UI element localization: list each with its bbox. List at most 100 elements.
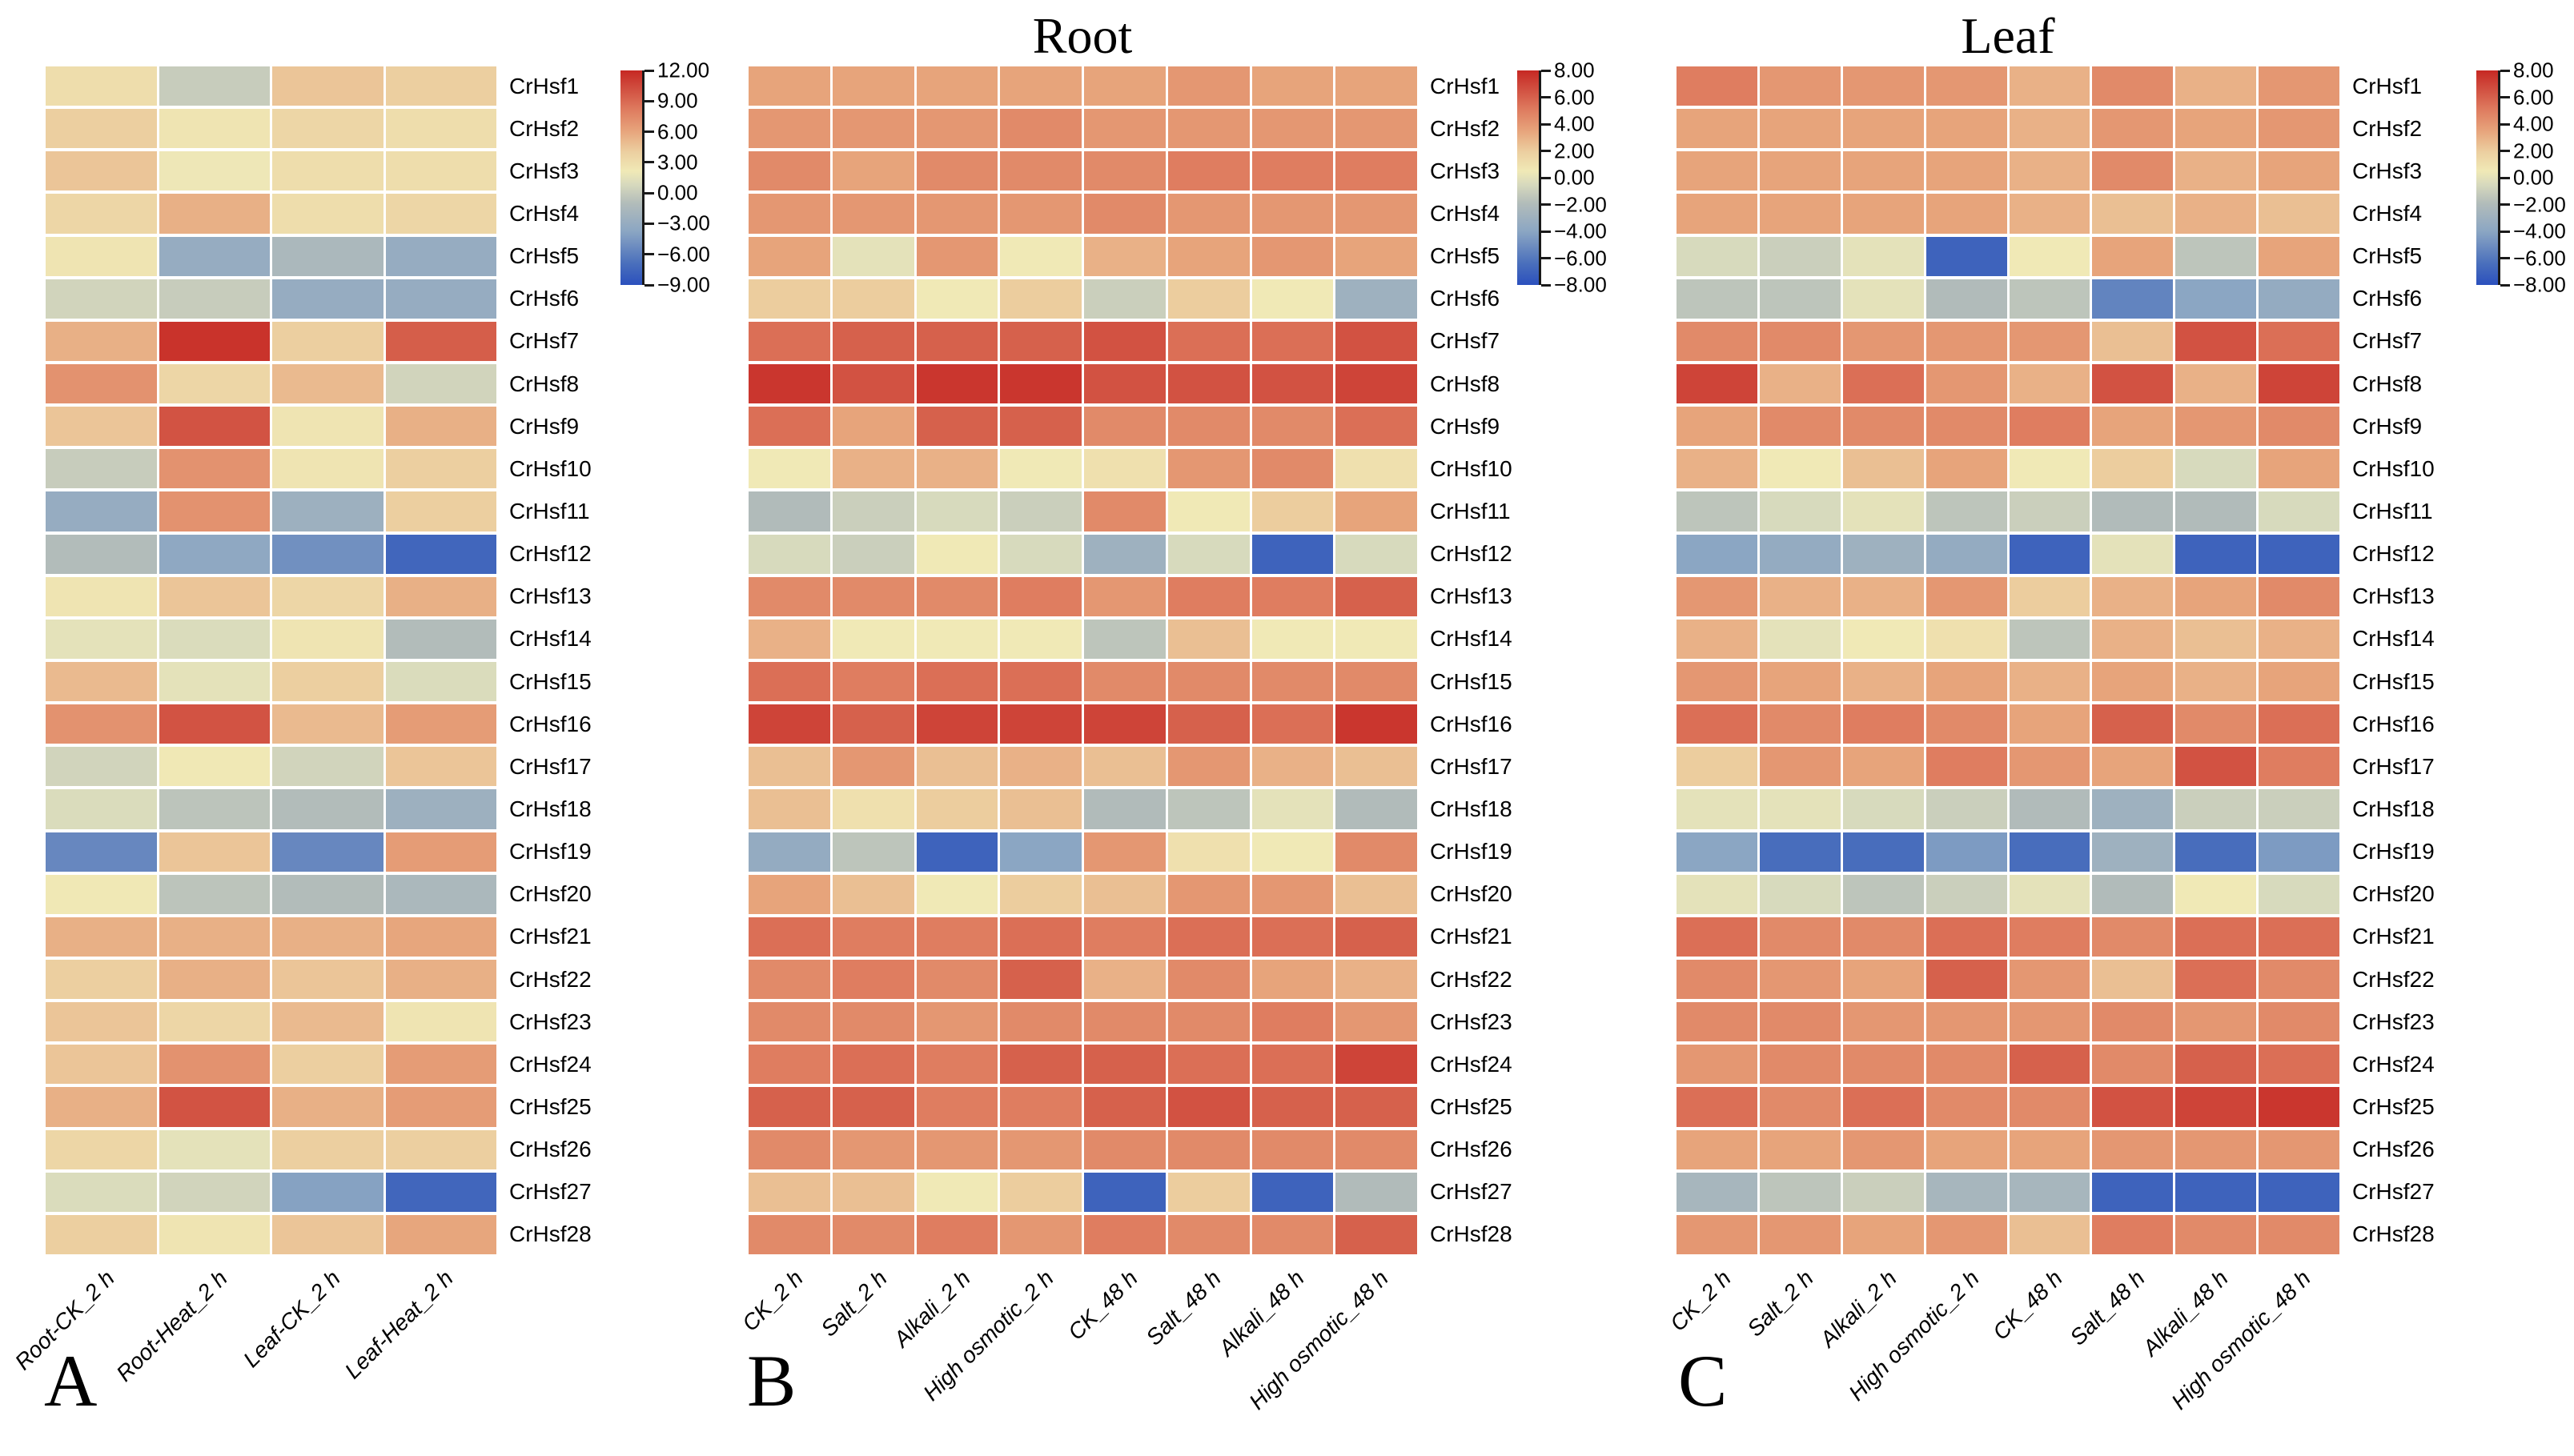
heatmap-cell <box>1677 109 1757 149</box>
heatmap-cell <box>1842 1129 1924 1169</box>
heatmap-cell <box>916 491 998 531</box>
heatmap-cell <box>272 874 383 914</box>
heatmap-cell <box>1925 491 2007 531</box>
heatmap-cell <box>1925 279 2007 319</box>
heatmap-cell <box>385 917 496 957</box>
heatmap-cell <box>2009 619 2090 659</box>
heatmap-cell <box>2175 151 2257 191</box>
heatmap-cell <box>1759 1002 1841 1042</box>
heatmap-cell <box>749 363 830 404</box>
heatmap-cell <box>832 321 914 361</box>
heatmap-cell <box>159 619 270 659</box>
heatmap-cell <box>1000 109 1082 149</box>
row-label: CrHsf25 <box>509 1093 592 1119</box>
colorbar-tick <box>2500 203 2510 206</box>
colorbar-tick <box>1541 203 1551 206</box>
heatmap-cell <box>385 789 496 829</box>
heatmap-cell <box>2092 363 2174 404</box>
heatmap-cell <box>385 407 496 447</box>
heatmap-cell <box>1759 619 1841 659</box>
heatmap-cell <box>1000 619 1082 659</box>
heatmap-cell <box>1335 363 1417 404</box>
heatmap-cell <box>2009 1087 2090 1127</box>
heatmap-cell <box>1335 576 1417 616</box>
heatmap-cell <box>916 1129 998 1169</box>
heatmap-cell <box>2259 109 2339 149</box>
heatmap-cell <box>1251 151 1334 191</box>
heatmap-cell <box>1842 151 1924 191</box>
heatmap-cell <box>1925 1129 2007 1169</box>
colorbar-tick-label: −6.00 <box>2513 246 2566 270</box>
heatmap-cell <box>1925 959 2007 1000</box>
heatmap-cell <box>1251 279 1334 319</box>
colorbar-tick <box>1541 69 1551 72</box>
colorbar-tick-label: −8.00 <box>1554 272 1607 297</box>
heatmap-cell <box>1925 449 2007 489</box>
heatmap-cell <box>1842 1214 1924 1254</box>
heatmap-cell <box>2009 874 2090 914</box>
heatmap-cell <box>46 363 157 404</box>
heatmap-cell <box>1167 279 1250 319</box>
heatmap-cell <box>1759 109 1841 149</box>
heatmap-cell <box>1759 1214 1841 1254</box>
heatmap-cell <box>1251 236 1334 276</box>
x-axis-label: Salt_2 h <box>815 1265 892 1342</box>
heatmap-cell <box>2092 279 2174 319</box>
row-label: CrHsf10 <box>1430 455 1512 481</box>
colorbar-tick-label: 4.00 <box>2513 111 2554 136</box>
colorbar-tick <box>645 283 654 287</box>
heatmap-cell <box>1084 534 1166 574</box>
heatmap-cell <box>1925 1045 2007 1085</box>
heatmap-cell <box>1677 1087 1757 1127</box>
heatmap-cell <box>2092 1045 2174 1085</box>
heatmap-cell <box>1842 407 1924 447</box>
heatmap-cell <box>46 449 157 489</box>
heatmap-cell <box>749 1129 830 1169</box>
x-axis-label: CK_48 h <box>1987 1265 2067 1345</box>
heatmap-cell <box>832 1129 914 1169</box>
heatmap-cell <box>2009 109 2090 149</box>
heatmap-cell <box>1335 194 1417 234</box>
heatmap-cell <box>2259 789 2339 829</box>
colorbar-tick <box>645 69 654 72</box>
colorbar-tick <box>2500 257 2510 259</box>
heatmap-cell <box>916 832 998 872</box>
heatmap-cell <box>749 1045 830 1085</box>
heatmap-cell <box>749 407 830 447</box>
heatmap-cell <box>1335 1087 1417 1127</box>
heatmap-cell <box>916 66 998 106</box>
heatmap-cell <box>1842 1172 1924 1212</box>
heatmap-cell <box>272 321 383 361</box>
heatmap-cell <box>749 874 830 914</box>
heatmap-cell <box>1335 619 1417 659</box>
heatmap-cell <box>1084 109 1166 149</box>
heatmap-cell <box>159 1002 270 1042</box>
heatmap-cell <box>749 1087 830 1127</box>
heatmap-cell <box>1251 534 1334 574</box>
heatmap-cell <box>1167 747 1250 787</box>
colorbar-tick <box>2500 283 2510 287</box>
heatmap-cell <box>1167 449 1250 489</box>
colorbar-tick <box>1541 257 1551 259</box>
heatmap-cell <box>2259 959 2339 1000</box>
heatmap-cell <box>272 1129 383 1169</box>
heatmap-cell <box>2092 491 2174 531</box>
row-label: CrHsf11 <box>1430 498 1511 523</box>
heatmap-cell <box>832 1045 914 1085</box>
heatmap-cell <box>1000 789 1082 829</box>
row-label: CrHsf7 <box>509 328 580 354</box>
row-label: CrHsf7 <box>1430 328 1500 354</box>
row-label: CrHsf3 <box>2352 158 2423 183</box>
row-label: CrHsf10 <box>509 455 592 481</box>
heatmap-cell <box>2175 66 2257 106</box>
row-label: CrHsf13 <box>509 584 592 609</box>
row-label: CrHsf15 <box>1430 668 1512 694</box>
heatmap-cell <box>385 151 496 191</box>
heatmap-cell <box>749 109 830 149</box>
heatmap-cell <box>1925 619 2007 659</box>
heatmap-cell <box>1335 832 1417 872</box>
heatmap-cell <box>1084 194 1166 234</box>
heatmap-cell <box>1167 1045 1250 1085</box>
heatmap-cell <box>1167 321 1250 361</box>
heatmap-cell <box>1251 1214 1334 1254</box>
